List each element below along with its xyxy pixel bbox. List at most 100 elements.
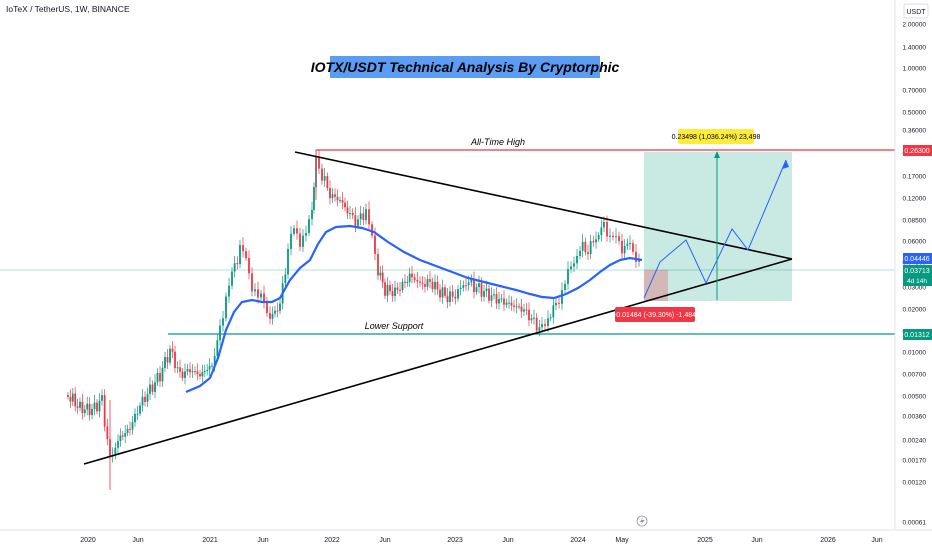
candle-body [459, 287, 462, 290]
moving-average-line [185, 224, 643, 394]
candle-body [618, 236, 620, 241]
candle-body [561, 289, 563, 304]
candle-body [389, 285, 391, 292]
candle-body [508, 302, 510, 304]
price-tag-last-text: 0.03713 [904, 268, 929, 275]
candle-body [279, 303, 281, 311]
candle-body [454, 296, 457, 299]
x-tick-label: Jun [257, 537, 268, 544]
x-tick-labels[interactable]: 2020 Jun 2021 Jun 2022 Jun 2023 Jun 2024 May 2025 J… [80, 537, 883, 544]
y-tick-label: 0.00061 [903, 520, 927, 527]
y-tick-label: 0.00240 [903, 438, 927, 445]
candle-body [573, 263, 575, 267]
price-tag-last [903, 265, 932, 286]
candle-body [399, 289, 401, 291]
x-tick-label: 2024 [570, 537, 586, 544]
candle-body [467, 282, 470, 286]
candle-body [462, 285, 465, 288]
price-tag-ma-text: 0.04446 [904, 256, 929, 263]
candle-body [413, 277, 416, 280]
candle-body [121, 435, 124, 437]
candle-body [225, 296, 227, 319]
candle-body [587, 252, 589, 255]
y-tick-label: 0.00360 [903, 414, 927, 421]
candle-body [126, 428, 129, 434]
candle-body [186, 369, 189, 372]
candle-body [595, 239, 597, 243]
candle-body [124, 433, 127, 437]
candle-body [564, 283, 566, 290]
lower-trendline [83, 258, 793, 465]
candle-body [549, 317, 552, 319]
upper-trendline [294, 151, 793, 260]
price-tag-countdown: 4d 14h [907, 278, 927, 285]
candle-body [191, 371, 194, 373]
candle-body [404, 281, 406, 283]
candle-body [371, 224, 373, 236]
candle-body [441, 287, 444, 298]
candle-body [81, 401, 84, 414]
candle-body [478, 283, 480, 288]
candle-body [196, 371, 199, 374]
candle-body [567, 269, 569, 284]
candle-body [176, 367, 179, 369]
candle-body [276, 310, 279, 312]
candle-body [365, 209, 367, 221]
candle-body [274, 310, 276, 314]
candle-body [446, 295, 449, 302]
candle-body [144, 396, 146, 402]
x-tick-label: Jun [132, 537, 143, 544]
candle-body [457, 289, 459, 299]
x-tick-label: 2023 [447, 537, 463, 544]
candle-body [503, 298, 505, 305]
candle-body [384, 282, 386, 296]
currency-button[interactable] [903, 3, 929, 19]
candle-body [313, 186, 315, 210]
candle-body [429, 279, 431, 282]
candle-body [473, 279, 475, 293]
candle-body [357, 219, 359, 226]
candle-body [139, 405, 141, 414]
candle-body [351, 213, 354, 216]
candle-body [106, 426, 109, 440]
candle-body [149, 384, 151, 395]
candle-body [254, 289, 256, 292]
candle-body [159, 372, 161, 382]
stop-annotation: -0.01484 (-39.30%) -1,484 [614, 312, 696, 319]
candle-body [302, 235, 304, 247]
candle-body [305, 233, 307, 236]
candle-body [386, 285, 389, 296]
candle-body [589, 241, 592, 255]
symbol-title: IoTeX / TetherUS, 1W, BINANCE [6, 4, 130, 14]
candle-body [485, 288, 488, 292]
candle-body [164, 357, 166, 368]
lightning-icon[interactable] [636, 515, 648, 527]
candle-body [490, 295, 493, 301]
y-tick-label: 0.03000 [903, 285, 927, 292]
candle-body [424, 284, 426, 287]
candle-body [199, 373, 201, 377]
candle-body [146, 394, 149, 402]
price-tag-ath [903, 145, 932, 156]
candle-body [381, 272, 384, 283]
candle-body [318, 156, 320, 169]
projected-path [643, 159, 787, 299]
y-tick-label: 0.12000 [903, 196, 927, 203]
candle-body [129, 428, 131, 430]
y-tick-label: 0.01000 [903, 350, 927, 357]
candle-body [326, 176, 329, 189]
candle-body [401, 281, 404, 291]
candle-body [201, 372, 204, 377]
price-tag-support [903, 329, 932, 340]
candle-body [623, 246, 626, 254]
candle-body [518, 306, 520, 308]
candle-body [67, 395, 69, 398]
candle-body [101, 395, 103, 401]
candle-body [576, 255, 578, 264]
candle-body [535, 317, 538, 331]
title-highlight [330, 56, 600, 78]
candle-body [242, 245, 244, 252]
candle-body [510, 302, 513, 306]
